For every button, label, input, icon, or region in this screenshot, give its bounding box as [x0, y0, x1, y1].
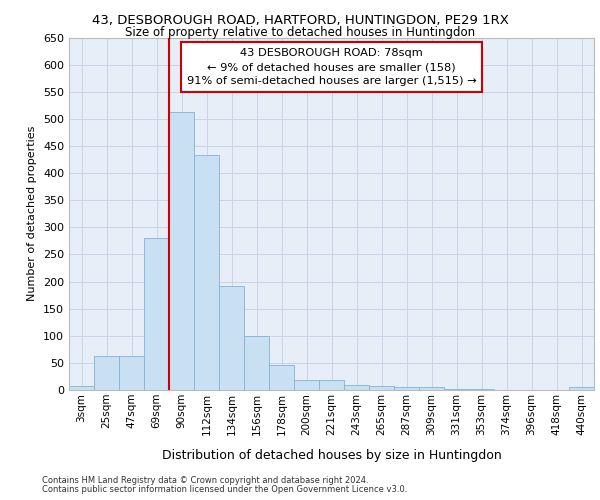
Bar [119, 356, 144, 390]
Bar [194, 155, 219, 390]
Bar [269, 365, 294, 390]
Text: 43 DESBOROUGH ROAD: 78sqm
← 9% of detached houses are smaller (158)
91% of semi-: 43 DESBOROUGH ROAD: 78sqm ← 9% of detach… [187, 48, 476, 86]
Bar [469, 389, 494, 390]
Text: Contains public sector information licensed under the Open Government Licence v3: Contains public sector information licen… [42, 485, 407, 494]
Y-axis label: Number of detached properties: Number of detached properties [28, 126, 37, 302]
Bar [94, 356, 119, 390]
Bar [444, 389, 469, 390]
Bar [244, 336, 269, 390]
Bar [369, 386, 394, 390]
Bar [569, 388, 594, 390]
Bar [69, 386, 94, 390]
Bar [219, 286, 244, 390]
Text: Contains HM Land Registry data © Crown copyright and database right 2024.: Contains HM Land Registry data © Crown c… [42, 476, 368, 485]
Bar [319, 380, 344, 390]
Text: 43, DESBOROUGH ROAD, HARTFORD, HUNTINGDON, PE29 1RX: 43, DESBOROUGH ROAD, HARTFORD, HUNTINGDO… [92, 14, 508, 27]
X-axis label: Distribution of detached houses by size in Huntingdon: Distribution of detached houses by size … [161, 449, 502, 462]
Bar [169, 112, 194, 390]
Bar [394, 388, 419, 390]
Text: Size of property relative to detached houses in Huntingdon: Size of property relative to detached ho… [125, 26, 475, 39]
Bar [294, 380, 319, 390]
Bar [144, 238, 169, 390]
Bar [344, 384, 369, 390]
Bar [419, 388, 444, 390]
